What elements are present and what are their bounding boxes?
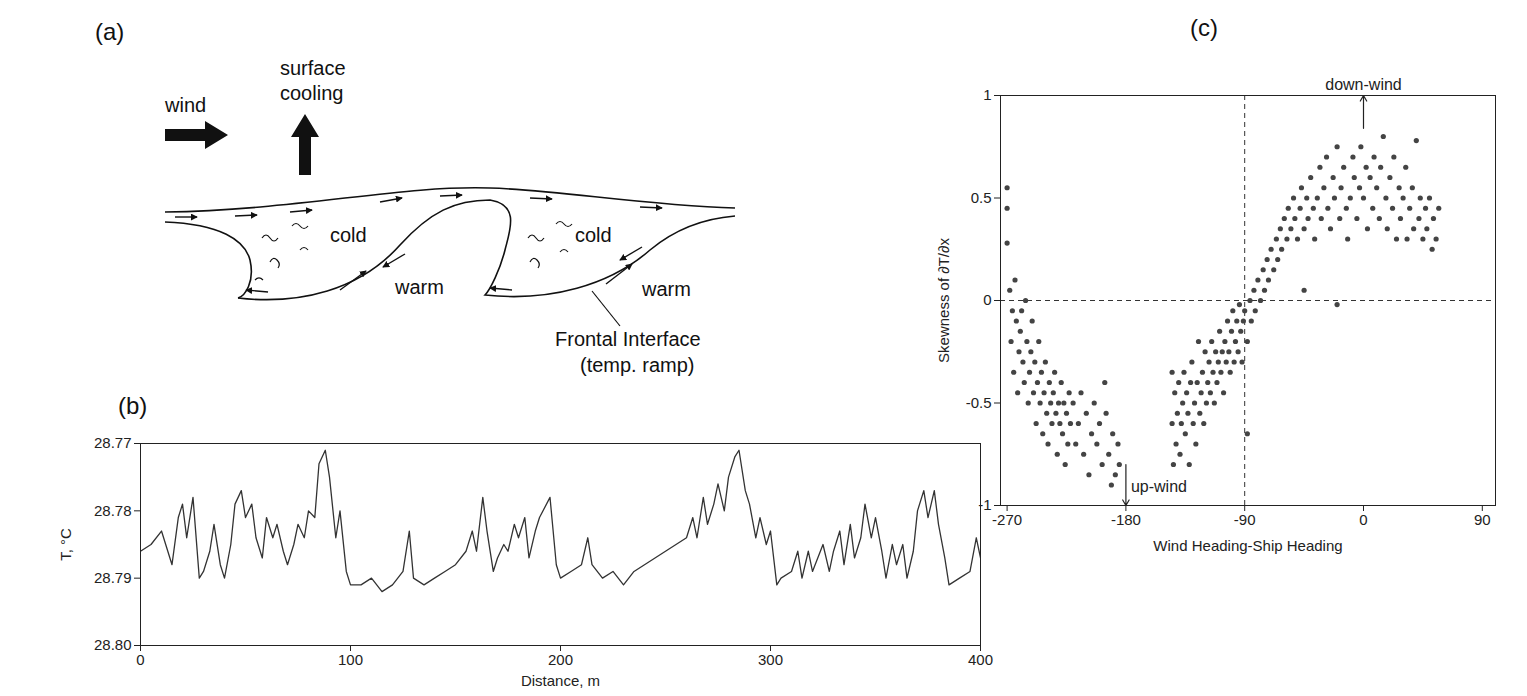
svg-text:0: 0 <box>983 291 991 308</box>
html-text:(c): (c) <box>1190 14 1218 41</box>
svg-text:T, °C: T, °C <box>57 528 74 561</box>
svg-text:0.5: 0.5 <box>971 189 992 206</box>
svg-text:90: 90 <box>1474 511 1491 528</box>
svg-text:-0.5: -0.5 <box>966 394 992 411</box>
svg-text:400: 400 <box>968 651 993 668</box>
svg-text:surface: surface <box>280 57 346 79</box>
svg-text:warm: warm <box>394 276 444 298</box>
svg-text:28.80: 28.80 <box>94 636 132 653</box>
svg-text:28.77: 28.77 <box>94 434 132 451</box>
svg-text:down-wind: down-wind <box>1325 76 1401 93</box>
svg-text:28.78: 28.78 <box>94 502 132 519</box>
svg-text:Wind Heading-Ship Heading: Wind Heading-Ship Heading <box>1153 537 1342 554</box>
svg-text:200: 200 <box>548 651 573 668</box>
svg-text:1: 1 <box>983 86 991 103</box>
svg-text:-1: -1 <box>978 496 991 513</box>
svg-text:(a): (a) <box>95 18 124 45</box>
svg-text:(temp. ramp): (temp. ramp) <box>580 354 694 376</box>
svg-text:Distance, m: Distance, m <box>521 672 600 689</box>
svg-text:300: 300 <box>758 651 783 668</box>
svg-text:-90: -90 <box>1234 511 1256 528</box>
svg-text:wind: wind <box>164 94 206 116</box>
svg-text:-270: -270 <box>992 511 1022 528</box>
svg-text:cold: cold <box>330 224 367 246</box>
svg-text:warm: warm <box>641 278 691 300</box>
svg-text:-180: -180 <box>1111 511 1141 528</box>
svg-text:up-wind: up-wind <box>1131 478 1187 495</box>
svg-text:100: 100 <box>338 651 363 668</box>
html-text:(b): (b) <box>118 392 148 419</box>
svg-text:0: 0 <box>1359 511 1367 528</box>
svg-text:cooling: cooling <box>280 82 343 104</box>
svg-text:Skewness of ∂T/∂x: Skewness of ∂T/∂x <box>935 238 952 363</box>
svg-text:Frontal Interface: Frontal Interface <box>555 328 701 350</box>
svg-text:0: 0 <box>136 651 144 668</box>
svg-text:28.79: 28.79 <box>94 569 132 586</box>
svg-text:cold: cold <box>575 224 612 246</box>
